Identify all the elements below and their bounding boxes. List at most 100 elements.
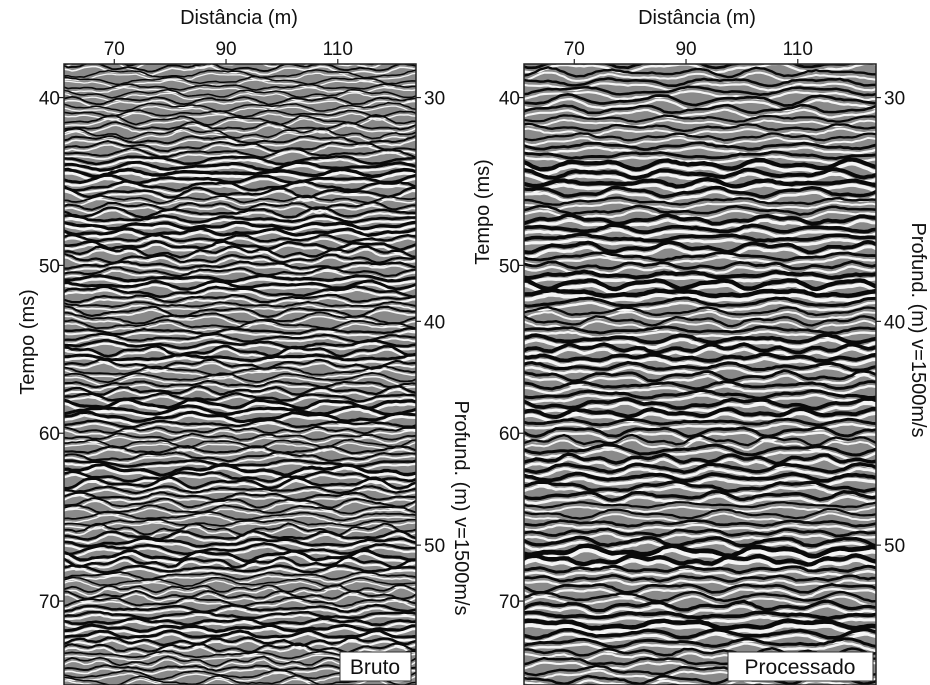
trace-band-dark [524, 519, 876, 528]
trace-band-dark [524, 433, 876, 447]
trace-band-light [64, 639, 416, 650]
y-tick-label: 50 [39, 256, 60, 277]
trace-band-dark [64, 548, 416, 563]
x-axis-ticks: 70 90 110 [564, 39, 813, 64]
trace-band-light [64, 678, 416, 685]
trace-band-dark [524, 352, 876, 363]
trace-band-dark [524, 342, 876, 355]
trace-band-dark [524, 132, 876, 142]
trace-band-light [524, 373, 876, 388]
y-tick-label: 40 [39, 89, 60, 110]
trace-band-light [524, 190, 876, 204]
trace-band-light [524, 411, 876, 424]
trace-band-light [64, 288, 416, 301]
x-axis-ticks: 70 90 110 [104, 39, 353, 64]
trace-band-light [524, 310, 876, 321]
trace-band-dark [64, 425, 416, 435]
trace-band-dark [64, 252, 416, 264]
trace-band-dark [64, 372, 416, 384]
trace-band-dark [524, 325, 876, 335]
trace-band-light [64, 277, 416, 287]
trace-band-dark [524, 157, 876, 172]
trace-band-dark [64, 300, 416, 308]
trace-band-dark [524, 582, 876, 594]
y-tick-label: 50 [499, 256, 520, 277]
trace-band-light [524, 447, 876, 461]
trace-band-dark [524, 260, 876, 271]
trace-band-light [64, 177, 416, 188]
depth-axis-title: Profund. (m) v=1500m/s [450, 400, 472, 615]
x-tick-label: 110 [323, 39, 353, 60]
trace-band-light [64, 579, 416, 591]
trace-band-dark [64, 285, 416, 298]
x-tick-label: 110 [783, 39, 813, 60]
trace-band-dark [64, 379, 416, 389]
trace-band-dark [64, 139, 416, 153]
trace-band-dark [64, 160, 416, 172]
trace-band-light [64, 466, 416, 480]
trace-band-light [64, 607, 416, 617]
trace-band-dark [64, 279, 416, 291]
trace-band-light [64, 361, 416, 374]
trace-band-dark [64, 293, 416, 304]
trace-band-dark [524, 553, 876, 567]
trace-band-dark [64, 206, 416, 219]
trace-band-dark [524, 122, 876, 133]
trace-band-light [64, 526, 416, 540]
trace-band-light [64, 105, 416, 116]
y-tick-label: 70 [39, 592, 60, 613]
trace-band-dark [64, 623, 416, 634]
trace-band-dark [524, 479, 876, 493]
trace-band-dark [64, 69, 416, 79]
trace-band-light [524, 146, 876, 156]
plot-frame [523, 63, 877, 685]
trace-band-light [524, 422, 876, 432]
trace-band-dark [524, 213, 876, 226]
trace-band-dark [524, 610, 876, 621]
plot-frame [63, 63, 417, 685]
trace-band-dark [524, 176, 876, 189]
trace-band-dark [524, 637, 876, 649]
depth-tick-label: 30 [884, 89, 905, 110]
trace-band-light [64, 540, 416, 551]
trace-band-dark [64, 233, 416, 244]
trace-band-dark [524, 507, 876, 520]
trace-band-light [64, 99, 416, 109]
trace-band-light [524, 347, 876, 360]
trace-band-light [64, 454, 416, 466]
depth-tick-label: 50 [884, 536, 905, 557]
trace-band-dark [64, 266, 416, 278]
trace-band-dark [64, 610, 416, 620]
panel-label: Processado [745, 656, 856, 679]
trace-band-dark [64, 445, 416, 455]
trace-band-dark [524, 406, 876, 419]
trace-band-dark [524, 315, 876, 328]
trace-band-dark [64, 173, 416, 185]
trace-band-dark [64, 109, 416, 118]
trace-band-light [64, 248, 416, 262]
trace-band-dark [524, 388, 876, 400]
trace-band-dark [524, 490, 876, 502]
trace-band-dark [64, 603, 416, 614]
depth-axis-title: Profund. (m) v=1500m/s [907, 222, 929, 437]
trace-band-light [64, 86, 416, 94]
trace-band-dark [64, 491, 416, 502]
trace-band-light [64, 150, 416, 162]
trace-band-dark [64, 213, 416, 224]
trace-band-light [524, 292, 876, 303]
trace-band-light [524, 540, 876, 552]
trace-band-dark [524, 287, 876, 299]
trace-band-dark [64, 358, 416, 370]
trace-band-dark [64, 273, 416, 284]
depth-tick-label: 40 [884, 312, 905, 333]
trace-band-dark [64, 245, 416, 259]
trace-band-dark [64, 518, 416, 527]
trace-band-dark [524, 590, 876, 603]
trace-band-dark [64, 497, 416, 509]
trace-band-light [524, 201, 876, 211]
trace-band-dark [524, 618, 876, 631]
trace-band-dark [524, 66, 876, 79]
trace-band-dark [64, 636, 416, 647]
trace-band-dark [64, 629, 416, 640]
trace-band-dark [524, 278, 876, 292]
